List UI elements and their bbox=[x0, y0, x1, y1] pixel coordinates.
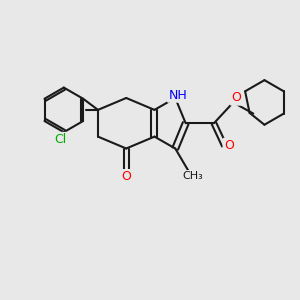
Text: Cl: Cl bbox=[55, 133, 67, 146]
Text: O: O bbox=[121, 170, 131, 183]
Text: O: O bbox=[231, 92, 241, 104]
Text: CH₃: CH₃ bbox=[183, 171, 203, 181]
Text: O: O bbox=[224, 139, 234, 152]
Text: NH: NH bbox=[168, 88, 187, 101]
